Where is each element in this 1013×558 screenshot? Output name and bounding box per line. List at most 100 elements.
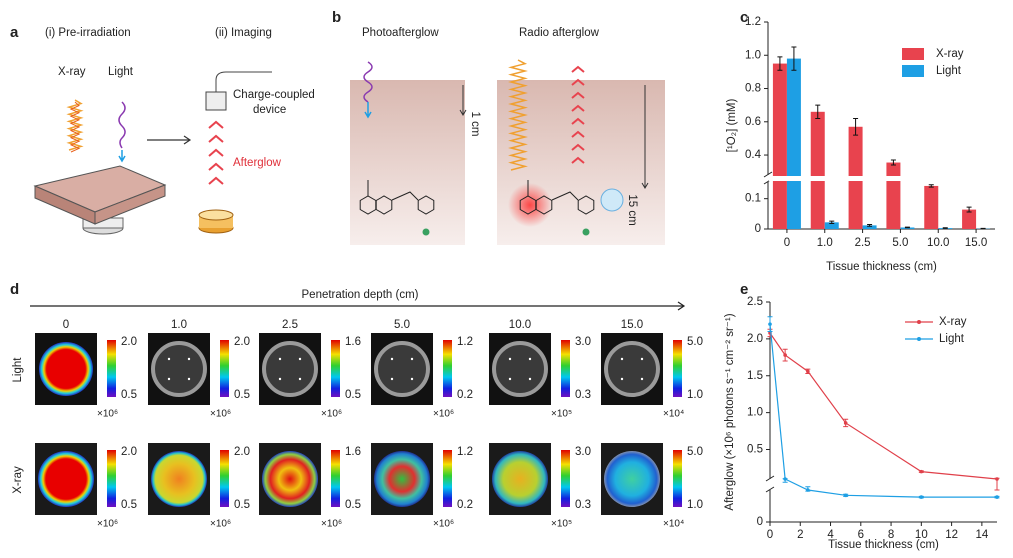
error-bar bbox=[890, 159, 896, 166]
x-tick-label: 15.0 bbox=[965, 237, 987, 249]
panel-label: b bbox=[332, 9, 341, 26]
substituent bbox=[422, 228, 430, 236]
colorbar bbox=[443, 450, 452, 507]
x-tick-label: 10 bbox=[915, 529, 928, 541]
point bbox=[783, 353, 787, 357]
point bbox=[843, 493, 848, 498]
colorbar-min: 0.5 bbox=[234, 499, 250, 511]
depth-label: 1 cm bbox=[469, 112, 481, 137]
y-tick-label: 1.2 bbox=[745, 16, 761, 28]
y-tick-label: 0.4 bbox=[745, 149, 762, 161]
substituent bbox=[582, 228, 590, 236]
point bbox=[919, 469, 924, 474]
colorbar-max: 1.6 bbox=[345, 336, 361, 348]
scale-unit: ×10⁶ bbox=[433, 409, 454, 420]
colorbar bbox=[220, 450, 229, 507]
spot bbox=[187, 357, 191, 361]
xray-wave bbox=[508, 59, 528, 171]
x-tick-label: 8 bbox=[888, 529, 894, 541]
point bbox=[843, 421, 848, 425]
colorbar bbox=[107, 450, 116, 507]
source-label: Light bbox=[108, 66, 134, 78]
signal-disk bbox=[151, 451, 207, 507]
scale-unit: ×10⁵ bbox=[551, 519, 572, 530]
x-tick-label: 2.5 bbox=[855, 237, 871, 249]
bar bbox=[862, 225, 877, 229]
spot bbox=[278, 357, 282, 361]
afterglow-chevron bbox=[571, 91, 585, 99]
colorbar-min: 1.0 bbox=[687, 389, 703, 401]
colorbar-max: 2.0 bbox=[121, 336, 137, 348]
scale-unit: ×10⁵ bbox=[551, 409, 572, 420]
depth-axis-arrow bbox=[30, 301, 686, 311]
row-label: X-ray bbox=[12, 466, 24, 494]
afterglow-label: Afterglow bbox=[233, 157, 282, 169]
x-tick-label: 0 bbox=[767, 529, 773, 541]
depth-arrow bbox=[459, 85, 467, 116]
bar bbox=[772, 63, 787, 230]
well bbox=[492, 341, 548, 397]
x-tick-label: 6 bbox=[858, 529, 864, 541]
error-bar bbox=[777, 56, 783, 71]
well bbox=[151, 341, 207, 397]
colorbar-max: 3.0 bbox=[575, 336, 591, 348]
depth-label: 15 cm bbox=[626, 194, 638, 225]
colorbar-min: 0.2 bbox=[457, 499, 473, 511]
tissue-slab bbox=[94, 184, 166, 225]
legend-label: Light bbox=[939, 333, 965, 345]
series-line bbox=[769, 332, 998, 480]
x-tick-label: 0 bbox=[784, 237, 790, 249]
point bbox=[919, 495, 924, 499]
afterglow-chevron bbox=[571, 65, 585, 73]
spot bbox=[528, 357, 532, 361]
y-tick-label: 0.6 bbox=[745, 116, 761, 128]
detector-label: Charge-coupled bbox=[233, 89, 315, 101]
signal-disk bbox=[492, 451, 548, 507]
afterglow-chevron bbox=[208, 176, 224, 185]
scale-unit: ×10⁶ bbox=[321, 519, 342, 530]
bar bbox=[886, 162, 901, 229]
signal-disk bbox=[374, 451, 430, 507]
afterglow-chevron bbox=[571, 104, 585, 112]
panel-label: a bbox=[10, 24, 19, 41]
legend-label: X-ray bbox=[939, 316, 967, 328]
point bbox=[783, 477, 787, 481]
scale-unit: ×10⁶ bbox=[321, 409, 342, 420]
colorbar-min: 0.5 bbox=[345, 389, 361, 401]
bar bbox=[824, 222, 839, 229]
signal-disk bbox=[604, 451, 660, 507]
spot bbox=[508, 377, 512, 381]
panel-title: Radio afterglow bbox=[519, 27, 600, 39]
well bbox=[262, 341, 318, 397]
spot bbox=[620, 357, 624, 361]
scale-unit: ×10⁴ bbox=[663, 409, 684, 420]
afterglow-chevron bbox=[571, 156, 585, 164]
y-tick-label: 1.5 bbox=[747, 370, 763, 382]
colorbar bbox=[331, 340, 340, 397]
afterglow-chevron bbox=[208, 134, 224, 143]
step-title: (i) Pre-irradiation bbox=[45, 27, 131, 39]
spot bbox=[298, 377, 302, 381]
molecule-bond bbox=[367, 180, 579, 201]
y-tick-label: 2.5 bbox=[747, 296, 763, 308]
signal-disk bbox=[262, 451, 318, 507]
afterglow-chevron bbox=[208, 148, 224, 157]
detector-label: device bbox=[253, 104, 286, 116]
spot bbox=[167, 357, 171, 361]
depth-label: 15.0 bbox=[621, 319, 643, 331]
row-label: Light bbox=[12, 357, 24, 383]
spot bbox=[640, 357, 644, 361]
spot bbox=[278, 377, 282, 381]
colorbar-max: 5.0 bbox=[687, 336, 703, 348]
colorbar-min: 0.5 bbox=[234, 389, 250, 401]
y-tick-label: 0.8 bbox=[745, 83, 761, 95]
colorbar-min: 0.5 bbox=[121, 499, 137, 511]
colorbar-min: 0.5 bbox=[345, 499, 361, 511]
well bbox=[374, 341, 430, 397]
tissue bbox=[350, 80, 465, 245]
y-tick-label: 1.0 bbox=[747, 407, 763, 419]
y-tick-label: 0.1 bbox=[745, 193, 761, 205]
x-tick-label: 14 bbox=[975, 529, 988, 541]
depth-arrow bbox=[641, 85, 649, 189]
afterglow-chevron bbox=[208, 162, 224, 171]
